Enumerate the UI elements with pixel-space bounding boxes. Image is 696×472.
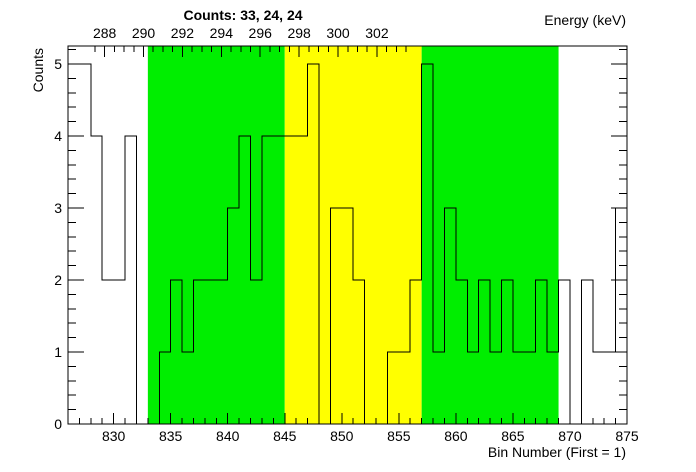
top-tick-label: 294 [210,25,234,41]
histogram-bin [125,136,136,424]
x-tick-label: 865 [501,428,525,444]
histogram-bin [604,352,615,424]
chart-title: Counts: 33, 24, 24 [183,7,302,23]
top-tick-label: 298 [287,25,311,41]
histogram-bin [616,208,627,424]
histogram-bin [559,280,570,424]
region-0 [147,46,285,424]
histogram-line [68,63,627,425]
top-tick-label: 288 [93,25,117,41]
top-tick-label: 300 [326,25,350,41]
top-tick-label: 296 [249,25,273,41]
histogram-bin [79,64,90,424]
histogram-bin [102,280,113,424]
x-tick-label: 860 [444,428,468,444]
axis-ticks [67,46,628,425]
region-2 [421,46,559,424]
histogram-bin [91,136,102,424]
histogram-series [68,63,627,425]
y-tick-label: 2 [54,272,62,288]
x-tick-label: 835 [159,428,183,444]
histogram-bin [593,352,604,424]
y-axis-title: Counts [30,48,46,92]
top-axis-title: Energy (keV) [544,12,626,28]
x-tick-label: 870 [558,428,582,444]
top-tick-label: 292 [171,25,195,41]
x-tick-label: 845 [273,428,297,444]
x-axis-title: Bin Number (First = 1) [488,444,626,460]
x-tick-label: 875 [615,428,639,444]
y-tick-label: 5 [54,56,62,72]
tick-labels: 830 835 840 845 850 855 860 865 870 875 0 1 2 3 4 5 288 2… [54,25,639,444]
y-tick-label: 3 [54,200,62,216]
x-tick-label: 855 [387,428,411,444]
x-tick-label: 850 [330,428,354,444]
histogram-bin [114,280,125,424]
histogram-bin [68,64,79,424]
x-tick-label: 840 [216,428,240,444]
top-tick-label: 302 [365,25,389,41]
x-tick-label: 830 [102,428,126,444]
top-tick-label: 290 [132,25,156,41]
y-tick-label: 1 [54,344,62,360]
histogram-bin [581,280,592,424]
y-tick-label: 0 [54,416,62,432]
y-tick-label: 4 [54,128,62,144]
